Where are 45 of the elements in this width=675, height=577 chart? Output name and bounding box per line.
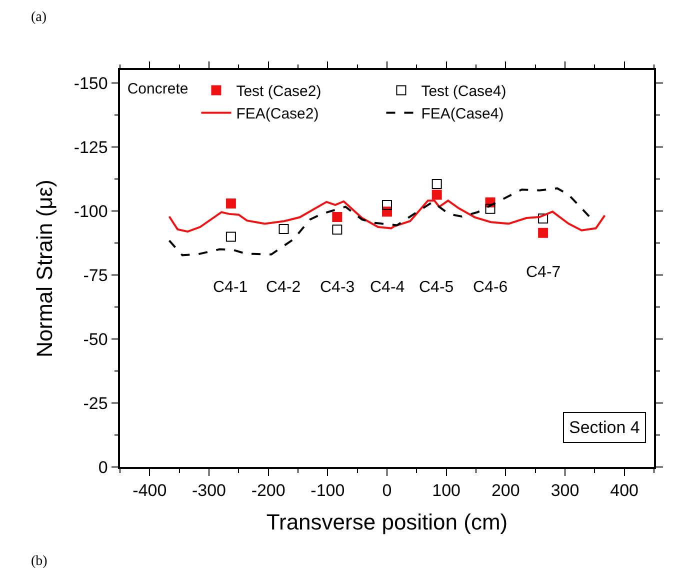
x-tick-label: -400	[132, 481, 167, 500]
y-tick-label: -125	[74, 138, 108, 157]
line-series	[168, 187, 590, 256]
y-tick-label: -50	[83, 330, 108, 349]
annotation: C4-3	[320, 279, 355, 296]
x-tick-label: 200	[491, 481, 520, 500]
text: (b)	[31, 554, 48, 569]
point	[432, 190, 442, 200]
annotation: C4-4	[370, 279, 405, 296]
annotation: C4-1	[213, 279, 248, 296]
point	[485, 204, 496, 214]
x-axis-title: Transverse position (cm)	[266, 510, 508, 535]
x-tick-label: 0	[382, 481, 392, 500]
point	[432, 178, 442, 189]
y-tick-label: -100	[74, 202, 108, 221]
point	[226, 198, 236, 208]
y-tick-label: -25	[83, 394, 108, 413]
y-tick-label: 0	[98, 458, 108, 477]
x-tick-label: -300	[192, 481, 226, 500]
y-axis-title: Normal Strain (με)	[32, 180, 58, 358]
legend-label: Test (Case4)	[421, 83, 506, 100]
legend-label: Test (Case2)	[236, 83, 322, 100]
y-tick-label: -150	[74, 74, 108, 93]
annotation: C4-5	[419, 279, 454, 296]
point	[382, 200, 392, 210]
annotation: C4-7	[526, 264, 561, 281]
point	[278, 224, 289, 234]
x-tick-label: 300	[550, 481, 580, 500]
point	[538, 228, 548, 238]
annotation: C4-6	[473, 279, 508, 296]
point	[226, 232, 236, 242]
annotation: C4-2	[266, 279, 301, 296]
legend-label: FEA(Case4)	[421, 106, 504, 123]
legend-label: FEA(Case2)	[236, 106, 319, 123]
x-tick-label: -200	[251, 481, 286, 500]
point	[538, 214, 548, 224]
legend-title: Concrete	[127, 80, 188, 98]
x-tick-label: 400	[610, 481, 639, 500]
text: (a)	[31, 10, 47, 25]
x-tick-label: -100	[310, 481, 345, 500]
x-tick-label: 100	[432, 481, 461, 500]
y-tick-label: -75	[83, 266, 108, 285]
point	[332, 224, 342, 235]
point	[332, 212, 342, 222]
annotation: Section 4	[569, 418, 640, 437]
